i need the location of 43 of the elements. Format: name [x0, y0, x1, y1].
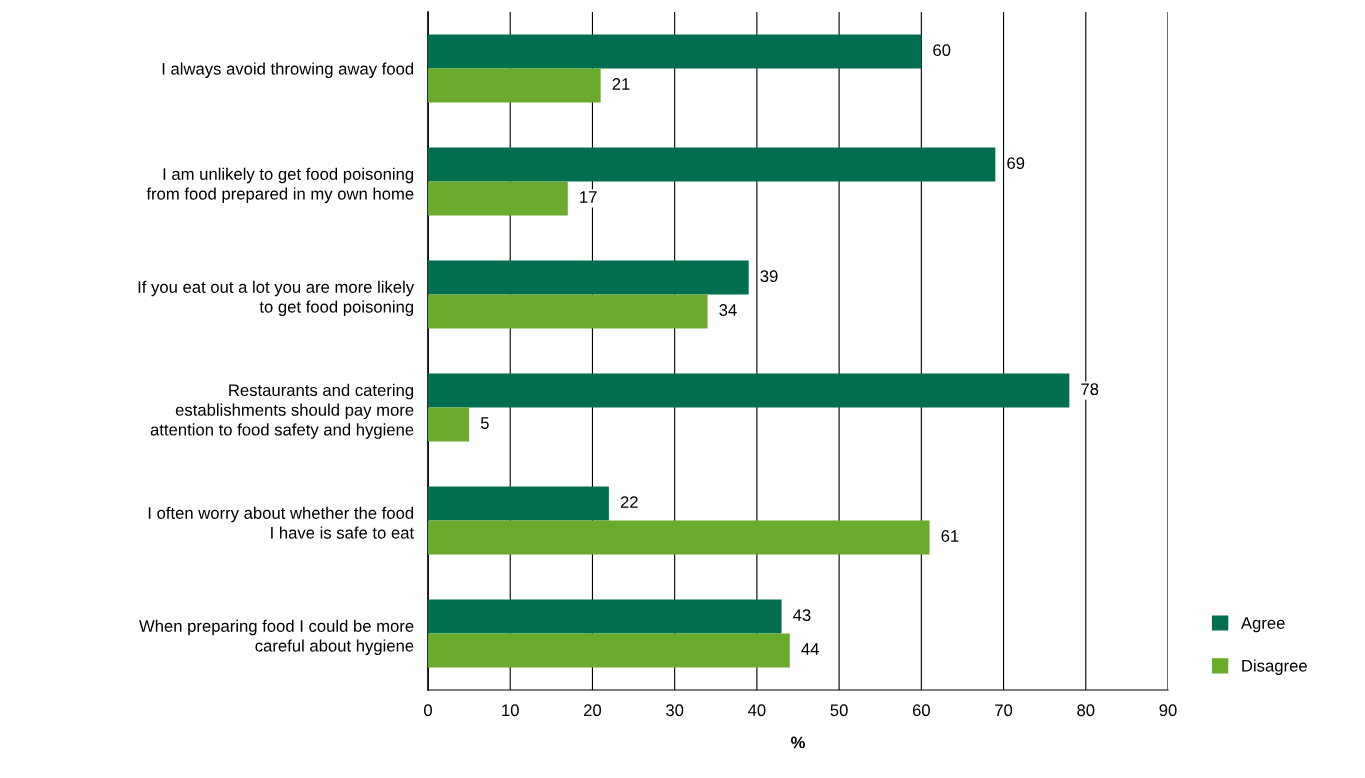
y-tick-label: Restaurants and catering establishments should pay more attention to food safety and hygiene	[150, 383, 414, 439]
x-tick-label: 10	[502, 704, 519, 717]
x-tick-label: 70	[995, 704, 1013, 717]
data-label: 5	[480, 417, 489, 429]
data-label: 34	[719, 304, 737, 316]
data-label: 44	[801, 643, 819, 655]
x-tick-label: 40	[748, 704, 766, 717]
data-label: 78	[1081, 383, 1099, 396]
x-tick-label: 30	[666, 704, 684, 717]
y-tick-label: If you eat out a lot you are more likely to get food poisoning	[138, 280, 415, 316]
bar	[428, 520, 930, 555]
legend-label: Agree	[1240, 617, 1285, 633]
x-tick-label: 20	[584, 704, 602, 717]
x-tick-label: 50	[830, 704, 848, 717]
bar	[428, 68, 601, 103]
data-label: 21	[612, 78, 630, 90]
x-tick-label: 90	[1159, 704, 1177, 717]
bar	[428, 34, 922, 69]
y-tick-label: I always avoid throwing away food	[162, 62, 414, 78]
data-label: 43	[793, 609, 811, 622]
data-label: 61	[941, 530, 959, 542]
bar	[428, 294, 708, 329]
bar	[428, 181, 568, 216]
bar	[428, 260, 749, 295]
y-tick-label: When preparing food I could be more careful about hygiene	[139, 619, 414, 655]
data-label: 60	[933, 44, 951, 57]
y-tick-label: I am unlikely to get food poisoning from food prepared in my own home	[146, 167, 414, 203]
bar	[428, 633, 790, 668]
data-label: 69	[1007, 157, 1025, 170]
y-tick-label: I often worry about whether the food I have is safe to eat	[148, 506, 414, 539]
bar	[428, 373, 1070, 408]
legend-label: Disagree	[1242, 659, 1307, 675]
bar	[428, 407, 470, 442]
x-tick-label: 80	[1077, 704, 1095, 717]
x-tick-label: 0	[424, 704, 432, 717]
data-label: 22	[620, 496, 638, 508]
bar	[428, 599, 782, 634]
data-label: 39	[760, 270, 778, 283]
x-axis-title: %	[791, 736, 805, 749]
bar	[428, 147, 996, 182]
data-label: 17	[580, 191, 597, 203]
x-tick-label: 60	[912, 704, 930, 717]
bar	[428, 486, 609, 521]
